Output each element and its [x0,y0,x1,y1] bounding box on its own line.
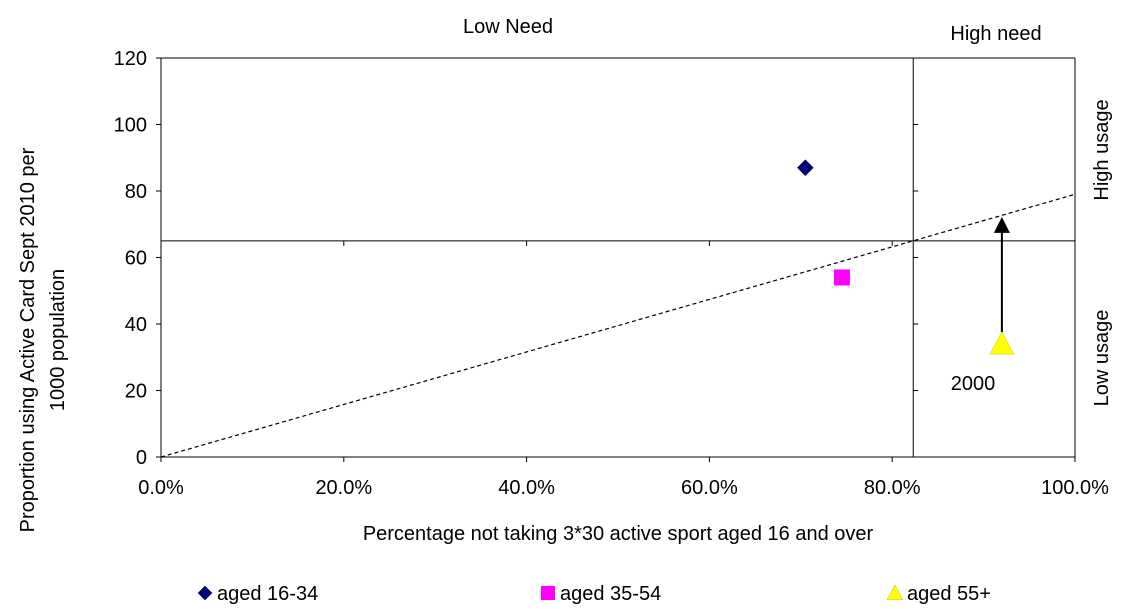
high-need-label: High need [950,23,1041,45]
high-usage-label: High usage [1091,99,1113,200]
y-axis-label-line2: 1000 population [47,269,69,411]
x-tick-label: 100.0% [1041,477,1109,499]
y-ticks: 0 20 40 60 80 100 120 [114,48,161,469]
data-points [797,159,1015,355]
legend-label: aged 55+ [907,583,991,605]
y-tick-label: 80 [125,181,147,203]
x-tick-label: 0.0% [138,477,184,499]
y-tick-label: 60 [125,248,147,270]
x-tick-label: 80.0% [864,477,921,499]
x-ticks: 0.0% 20.0% 40.0% 60.0% 80.0% 100.0% [138,457,1109,499]
legend-label: aged 16-34 [217,583,318,605]
year-annotation: 2000 [951,373,996,395]
legend: aged 16-34 aged 35-54 aged 55+ [197,583,991,605]
x-tick-label: 60.0% [681,477,738,499]
y-tick-label: 120 [114,48,147,70]
y-tick-label: 0 [136,447,147,469]
x-tick-label: 40.0% [498,477,555,499]
threshold-ticks [160,57,1076,458]
trend-line [160,193,1076,458]
low-need-label: Low Need [463,16,553,38]
legend-label: aged 35-54 [560,583,661,605]
y-tick-label: 100 [114,115,147,137]
y-tick-label: 40 [125,314,147,336]
data-point-triangle [989,331,1015,355]
legend-marker-square [541,586,555,600]
x-tick-label: 20.0% [315,477,372,499]
y-tick-label: 20 [125,381,147,403]
legend-marker-diamond [197,585,213,601]
data-point-diamond [797,159,814,177]
x-axis-label: Percentage not taking 3*30 active sport … [363,523,874,545]
low-usage-label: Low usage [1091,310,1113,407]
legend-marker-triangle [886,584,904,601]
data-point-square [833,269,850,286]
y-axis-label-line1: Proportion using Active Card Sept 2010 p… [17,147,39,532]
